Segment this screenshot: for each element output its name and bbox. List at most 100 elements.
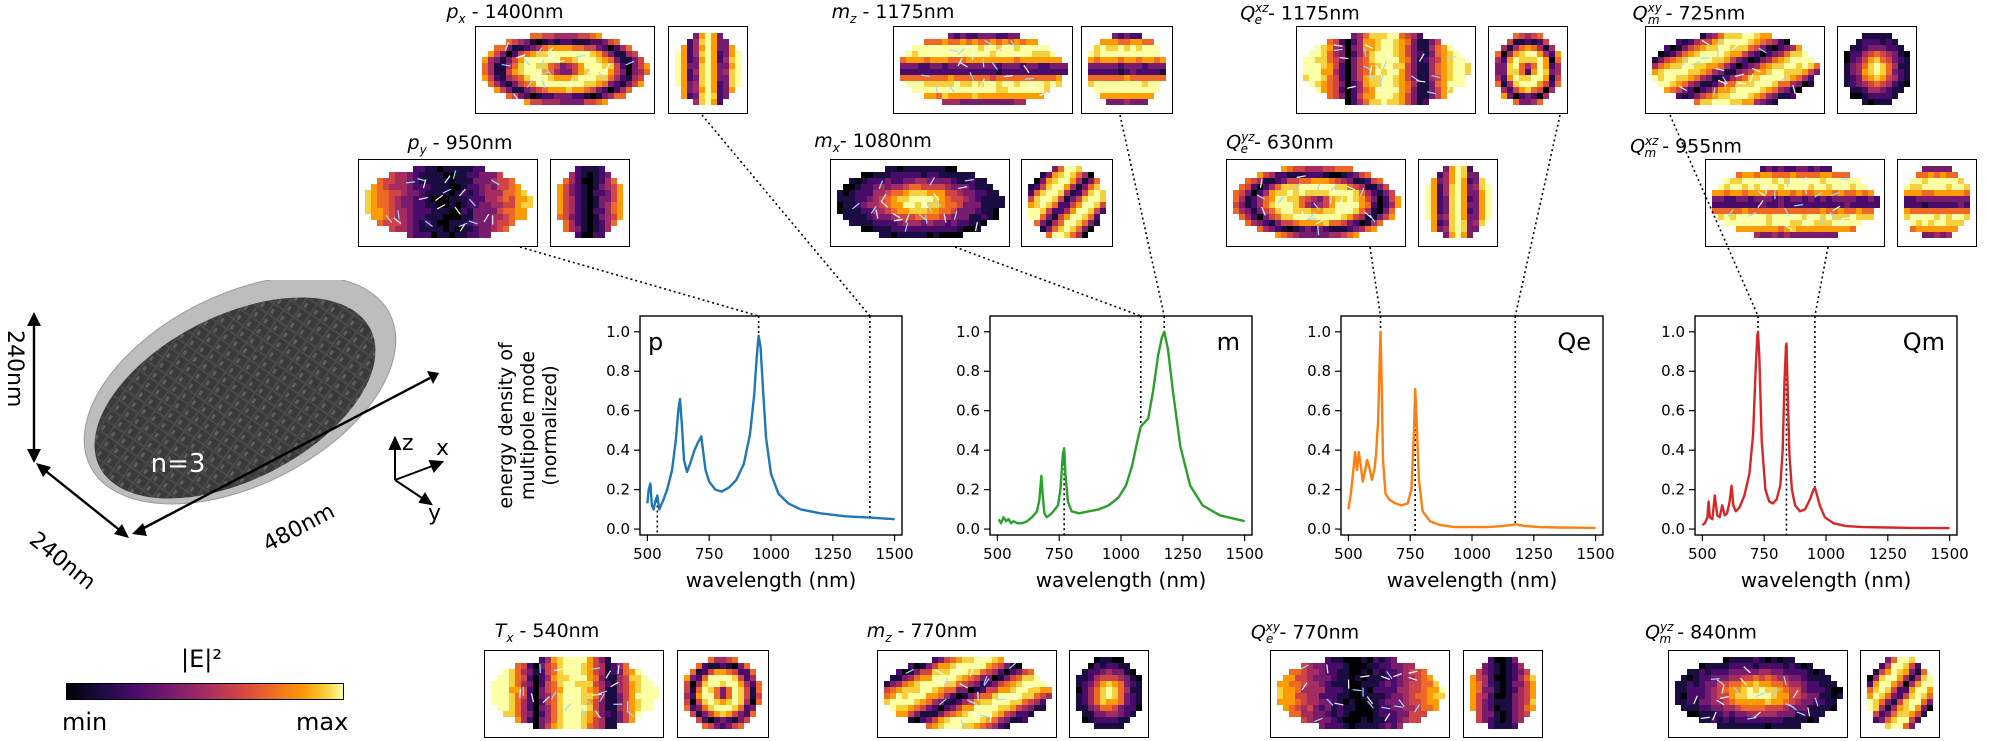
field-map-xz (830, 159, 1010, 247)
field-pixel (861, 178, 867, 184)
field-pixel (1337, 657, 1343, 663)
field-pixel (1277, 699, 1283, 705)
field-pixel (569, 669, 575, 675)
field-pixel (726, 669, 732, 675)
field-pixel (908, 705, 914, 711)
field-pixel (512, 75, 518, 81)
field-pixel (515, 705, 521, 711)
field-pixel (1796, 190, 1802, 196)
field-pixel (1331, 663, 1337, 669)
field-pixel (1682, 63, 1688, 69)
field-arrow (984, 40, 993, 46)
field-pixel (957, 220, 963, 226)
field-pixel (1443, 226, 1449, 232)
field-pixel (1796, 69, 1802, 75)
field-pixel (1748, 39, 1754, 45)
field-pixel (473, 214, 479, 220)
field-arrow (547, 54, 555, 62)
field-pixel (1898, 81, 1904, 87)
field-pixel (623, 681, 629, 687)
field-pixel (1377, 184, 1383, 190)
field-pixel (1409, 693, 1415, 699)
field-pixel (1513, 57, 1519, 63)
field-pixel (1465, 63, 1471, 69)
field-arrow (1367, 700, 1374, 709)
field-pixel (1904, 81, 1910, 87)
field-pixel (1676, 87, 1682, 93)
field-pixel (1299, 190, 1305, 196)
field-pixel (1287, 226, 1293, 232)
field-pixel (738, 711, 744, 717)
field-pixel (611, 208, 617, 214)
field-pixel (1345, 45, 1351, 51)
field-pixel (969, 208, 975, 214)
field-pixel (539, 723, 545, 729)
field-pixel (1784, 178, 1790, 184)
field-pixel (437, 166, 443, 172)
field-pixel (909, 214, 915, 220)
field-pixel (1124, 99, 1130, 105)
field-pixel (1518, 663, 1524, 669)
field-pixel (927, 208, 933, 214)
field-arrow (1369, 65, 1373, 75)
field-pixel (449, 172, 455, 178)
field-pixel (1088, 699, 1094, 705)
field-pixel (1879, 687, 1885, 693)
field-pixel (969, 172, 975, 178)
field-pixel (1022, 705, 1028, 711)
field-pixel (1311, 184, 1317, 190)
field-pixel (497, 214, 503, 220)
field-pixel (1443, 202, 1449, 208)
field-pixel (1790, 51, 1796, 57)
field-pixel (1700, 93, 1706, 99)
field-pixel (980, 669, 986, 675)
field-pixel (729, 69, 735, 75)
field-pixel (1299, 232, 1305, 238)
field-pixel (425, 196, 431, 202)
field-pixel (1154, 69, 1160, 75)
field-pixel (930, 51, 936, 57)
field-pixel (705, 51, 711, 57)
field-pixel (620, 57, 626, 63)
field-pixel (945, 232, 951, 238)
field-pixel (554, 33, 560, 39)
field-pixel (1524, 675, 1530, 681)
field-pixel (1437, 190, 1443, 196)
field-pixel (1808, 184, 1814, 190)
field-pixel (681, 75, 687, 81)
field-pixel (1311, 232, 1317, 238)
field-pixel (1675, 681, 1681, 687)
field-pixel (1379, 705, 1385, 711)
field-pixel (1856, 202, 1862, 208)
field-pixel (596, 99, 602, 105)
field-pixel (1343, 717, 1349, 723)
field-pixel (1783, 657, 1789, 663)
field-pixel (1904, 51, 1910, 57)
field-pixel (1016, 669, 1022, 675)
field-pixel (1790, 172, 1796, 178)
field-pixel (1359, 220, 1365, 226)
mode-subscript: e (1266, 632, 1274, 647)
field-pixel (425, 172, 431, 178)
field-pixel (653, 687, 659, 693)
mode-symbol: m (866, 620, 886, 642)
mode-wavelength: - 950nm (426, 132, 513, 154)
field-pixel (1862, 87, 1868, 93)
field-pixel (1555, 69, 1561, 75)
field-pixel (1034, 184, 1040, 190)
field-pixel (1004, 717, 1010, 723)
field-pixel (948, 93, 954, 99)
field-pixel (1916, 220, 1922, 226)
field-pixel (902, 681, 908, 687)
field-pixel (968, 675, 974, 681)
field-pixel (855, 220, 861, 226)
field-pixel (708, 717, 714, 723)
field-pixel (1337, 681, 1343, 687)
field-pixel (1383, 202, 1389, 208)
field-pixel (1136, 705, 1142, 711)
field-pixel (1814, 63, 1820, 69)
field-pixel (1449, 202, 1455, 208)
field-pixel (1305, 214, 1311, 220)
field-pixel (1964, 196, 1970, 202)
field-pixel (1375, 45, 1381, 51)
